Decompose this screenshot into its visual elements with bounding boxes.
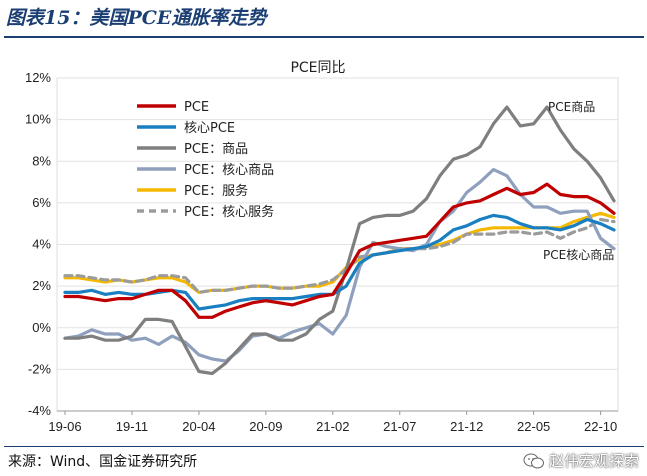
y-tick-label: 12%: [25, 70, 51, 85]
y-tick-label: 10%: [25, 112, 51, 127]
x-tick-label: 22-10: [584, 419, 617, 434]
y-tick-label: 0%: [32, 320, 51, 335]
legend-label: PCE：核心服务: [184, 204, 274, 220]
series-line-1: [63, 213, 616, 311]
figure-title: 图表15：美国PCE通胀率走势: [6, 7, 267, 29]
series-line-4: [63, 211, 616, 294]
series-line-5: [63, 217, 616, 294]
x-tick-label: 21-12: [450, 419, 483, 434]
x-axis: 19-06 19-11 20-04 20-09 21-02 21-07 21-12 22-05…: [48, 410, 618, 434]
x-tick-label: 20-04: [182, 419, 215, 434]
y-tick-label: 4%: [32, 237, 51, 252]
y-tick-label: 6%: [32, 195, 51, 210]
x-tick-label: 21-07: [383, 419, 416, 434]
watermark: 赵伟宏观探索: [523, 448, 639, 474]
legend-label: PCE：商品: [184, 142, 248, 157]
wechat-icon: [523, 453, 544, 469]
chart-title: PCE同比: [290, 60, 345, 76]
source-note: 来源：Wind、国金证券研究所: [8, 454, 198, 470]
annotation-pce-core-goods: PCE核心商品: [543, 247, 614, 262]
annotation-pce-goods: PCE商品: [548, 99, 595, 114]
legend: PCE 核心PCE PCE：商品 PCE：核心商品 PCE：服务 PCE：核心服务: [137, 100, 274, 220]
watermark-text: 赵伟宏观探索: [548, 452, 639, 470]
series-line-0: [63, 182, 616, 319]
x-tick-label: 19-11: [116, 419, 148, 434]
y-tick-label: -4%: [28, 403, 52, 418]
legend-label: PCE：服务: [184, 183, 248, 199]
pce-line-chart: PCE同比 -4% -2% 0% 2% 4% 6% 8% 10% 12% 19-06 19-11 2…: [25, 60, 619, 434]
annotations: PCE商品 PCE核心商品: [543, 99, 614, 262]
series-line-3: [63, 168, 616, 363]
y-tick-label: 2%: [32, 278, 51, 293]
x-tick-label: 21-02: [316, 419, 349, 434]
y-tick-label: -2%: [28, 361, 52, 376]
legend-label: PCE：核心商品: [184, 163, 274, 178]
legend-label: PCE: [184, 100, 209, 115]
y-tick-label: 8%: [32, 153, 51, 168]
x-tick-label: 20-09: [249, 419, 282, 434]
bottom-divider: [4, 446, 644, 447]
x-tick-label: 19-06: [48, 419, 81, 434]
legend-label: 核心PCE: [184, 121, 235, 136]
series-layer: [63, 105, 616, 376]
y-axis: -4% -2% 0% 2% 4% 6% 8% 10% 12%: [25, 70, 51, 418]
x-tick-label: 22-05: [517, 419, 550, 434]
title-divider: [4, 36, 644, 38]
